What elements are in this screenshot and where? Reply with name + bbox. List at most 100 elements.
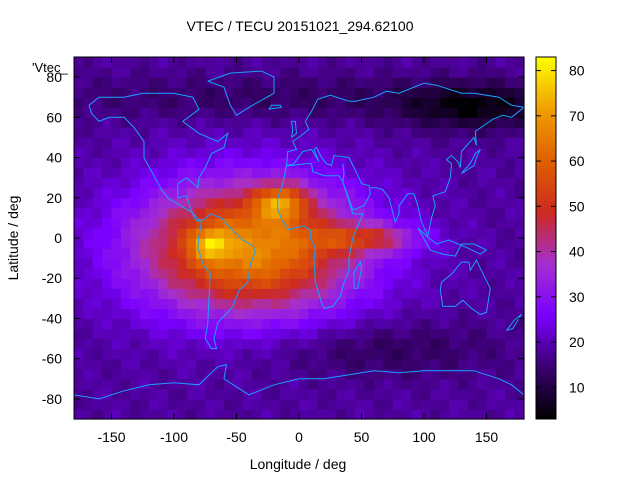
heatmap-cell	[242, 278, 253, 289]
heatmap-cell	[158, 248, 169, 259]
heatmap-cell	[439, 137, 450, 149]
heatmap-cell	[383, 107, 394, 118]
heatmap-cell	[186, 147, 197, 159]
heatmap-cell	[505, 338, 516, 350]
heatmap-cell	[383, 207, 394, 219]
heatmap-cell	[158, 107, 169, 118]
heatmap-cell	[374, 348, 384, 360]
heatmap-cell	[177, 408, 188, 420]
heatmap-cell	[102, 278, 113, 289]
heatmap-cell	[458, 97, 469, 108]
heatmap-cell	[420, 398, 431, 410]
heatmap-cell	[120, 258, 131, 269]
heatmap-cell	[505, 238, 516, 249]
heatmap-cell	[74, 378, 84, 390]
heatmap-cell	[177, 248, 188, 259]
heatmap-cell	[364, 348, 375, 360]
heatmap-cell	[252, 338, 263, 350]
x-tick-label: -50	[226, 429, 246, 445]
heatmap-cell	[458, 388, 469, 400]
heatmap-cell	[477, 398, 488, 410]
heatmap-cell	[74, 328, 84, 340]
heatmap-cell	[467, 137, 478, 149]
heatmap-cell	[177, 308, 188, 320]
heatmap-cell	[186, 127, 197, 139]
heatmap-cell	[299, 217, 309, 229]
heatmap-cell	[374, 197, 384, 209]
heatmap-cell	[177, 318, 188, 330]
heatmap-cell	[92, 398, 103, 410]
heatmap-cell	[308, 177, 319, 189]
heatmap-cell	[336, 408, 347, 420]
heatmap-cell	[495, 378, 506, 390]
heatmap-cell	[355, 127, 366, 139]
heatmap-cell	[402, 197, 413, 209]
heatmap-cell	[242, 358, 253, 370]
heatmap-cell	[139, 147, 150, 159]
heatmap-cell	[477, 408, 488, 420]
heatmap-cell	[486, 248, 497, 259]
heatmap-cell	[214, 177, 225, 189]
heatmap-cell	[402, 77, 413, 88]
heatmap-cell	[195, 107, 206, 118]
heatmap-cell	[336, 358, 347, 370]
heatmap-cell	[317, 197, 328, 209]
heatmap-cell	[280, 97, 291, 108]
heatmap-cell	[149, 308, 159, 320]
heatmap-cell	[120, 207, 131, 219]
heatmap-cell	[233, 238, 244, 249]
coastline-path	[370, 106, 525, 238]
heatmap-cell	[495, 328, 506, 340]
heatmap-cell	[167, 207, 178, 219]
heatmap-cell	[167, 147, 178, 159]
heatmap-cell	[486, 298, 497, 309]
heatmap-cell	[289, 338, 300, 350]
heatmap-cell	[83, 67, 94, 78]
heatmap-cell	[420, 308, 431, 320]
heatmap-cell	[449, 248, 459, 259]
heatmap-cell	[458, 338, 469, 350]
heatmap-cell	[430, 177, 441, 189]
heatmap-cell	[514, 207, 525, 219]
heatmap-cell	[505, 308, 516, 320]
heatmap-cell	[177, 298, 188, 309]
heatmap-cell	[467, 217, 478, 229]
heatmap-cell	[280, 238, 291, 249]
heatmap-cell	[317, 388, 328, 400]
heatmap-cell	[439, 227, 450, 239]
heatmap-cell	[252, 298, 263, 309]
heatmap-cell	[83, 77, 94, 88]
key-label: 'Vtec_	[32, 60, 68, 75]
heatmap-cell	[83, 298, 94, 309]
heatmap-cell	[74, 77, 84, 88]
heatmap-cell	[280, 157, 291, 169]
heatmap-cell	[402, 187, 413, 199]
heatmap-cell	[467, 97, 478, 108]
heatmap-cell	[420, 167, 431, 179]
heatmap-cell	[233, 87, 244, 98]
heatmap-cell	[102, 167, 113, 179]
heatmap-cell	[439, 388, 450, 400]
heatmap-cell	[120, 177, 131, 189]
heatmap-cell	[514, 87, 525, 98]
heatmap-cell	[195, 177, 206, 189]
heatmap-cell	[280, 378, 291, 390]
heatmap-cell	[242, 97, 253, 108]
heatmap-cell	[92, 258, 103, 269]
heatmap-cell	[214, 127, 225, 139]
heatmap-cell	[111, 248, 122, 259]
heatmap-cell	[214, 328, 225, 340]
heatmap-cell	[336, 157, 347, 169]
heatmap-cell	[327, 197, 338, 209]
heatmap-cell	[111, 368, 122, 380]
heatmap-cell	[477, 197, 488, 209]
heatmap-cell	[374, 147, 384, 159]
coastline-path	[506, 314, 522, 331]
heatmap-cell	[439, 408, 450, 420]
heatmap-cell	[467, 398, 478, 410]
heatmap-cell	[289, 177, 300, 189]
heatmap-cell	[130, 107, 141, 118]
heatmap-cell	[252, 57, 263, 68]
heatmap-cell	[402, 57, 413, 68]
heatmap-cell	[449, 278, 459, 289]
